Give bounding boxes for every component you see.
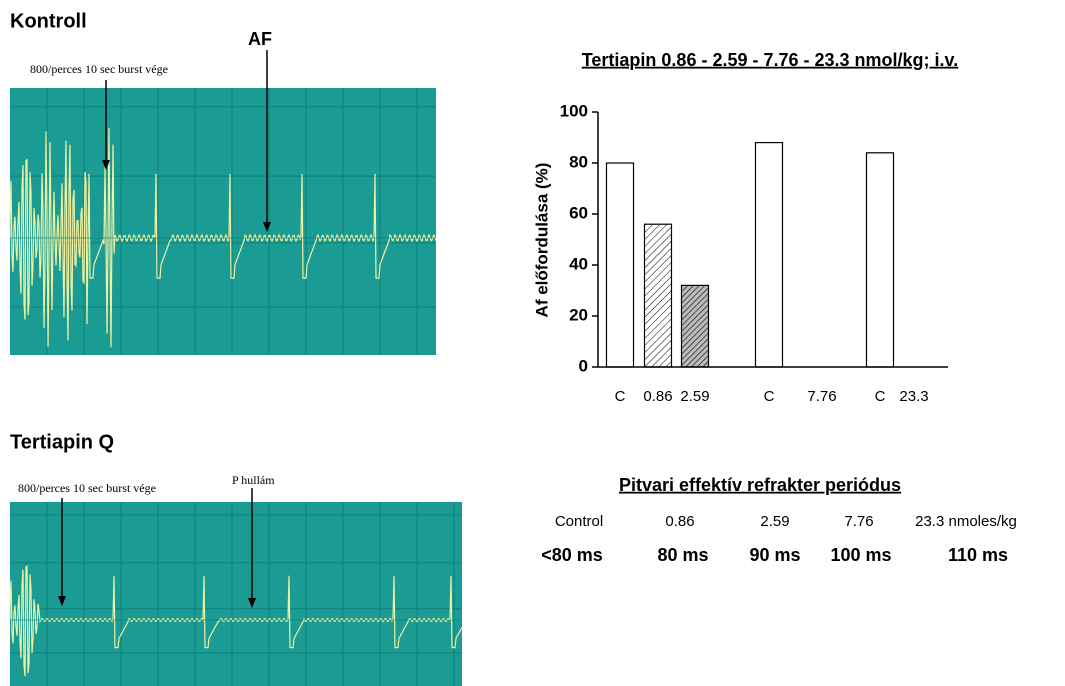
table-cell: 90 ms (749, 545, 800, 565)
table-header-cell: 7.76 (844, 513, 873, 530)
chart-title: Tertiapin 0.86 - 2.59 - 7.76 - 23.3 nmol… (582, 50, 958, 70)
table-header-cell: Control (555, 513, 603, 530)
annotation: 800/perces 10 sec burst vége (18, 481, 156, 495)
x-tick-label: C (615, 388, 626, 405)
panel-title: Kontroll (10, 10, 87, 32)
table-header-cell: 2.59 (760, 513, 789, 530)
bar-chart: 0 20 40 60 80 100 C 0.86 2.59 C 7.76 C 23.3 (560, 101, 948, 404)
slide: Kontroll AF 800/perces 10 sec burst vége… (0, 0, 1065, 686)
x-tick-label: C (875, 388, 886, 405)
panel-title: Tertiapin Q (10, 431, 114, 453)
y-tick-label: 20 (569, 305, 588, 324)
annotation: 800/perces 10 sec burst vége (30, 62, 168, 76)
table-header-cell: 23.3 nmoles/kg (915, 513, 1017, 530)
x-tick-label: 7.76 (807, 388, 836, 405)
table-cell: 110 ms (948, 545, 1008, 565)
table-cell: 100 ms (830, 545, 891, 565)
table-cell: 80 ms (657, 545, 708, 565)
table: Control 0.86 2.59 7.76 23.3 nmoles/kg <80 ms 8… (541, 513, 1017, 565)
annotation: AF (248, 29, 272, 49)
x-tick-label: C (764, 388, 775, 405)
table-title: Pitvari effektív refrakter periódus (619, 475, 901, 495)
table-header-cell: 0.86 (665, 513, 694, 530)
y-tick-label: 100 (560, 101, 588, 120)
y-tick-label: 60 (569, 203, 588, 222)
table-cell: <80 ms (541, 545, 603, 565)
y-tick-label: 80 (569, 152, 588, 171)
bar (756, 143, 783, 367)
y-tick-label: 0 (579, 356, 588, 375)
x-tick-label: 0.86 (643, 388, 672, 405)
bar (607, 163, 634, 367)
bar (682, 285, 709, 367)
y-tick-label: 40 (569, 254, 588, 273)
x-tick-label: 23.3 (899, 388, 928, 405)
bar (867, 153, 894, 367)
bar (645, 224, 672, 367)
page: Kontroll AF 800/perces 10 sec burst vége… (0, 0, 1065, 686)
annotation: P hullám (232, 473, 275, 487)
x-tick-label: 2.59 (680, 388, 709, 405)
y-axis-label: Af előfordulása (%) (532, 163, 551, 318)
